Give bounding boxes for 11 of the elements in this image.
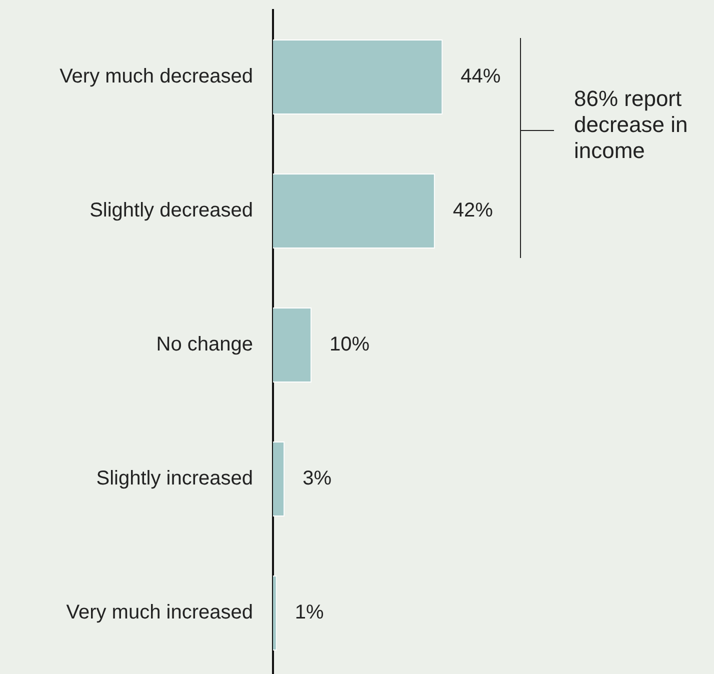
y-tick-label: Slightly increased xyxy=(96,468,253,490)
text: 86% report decrease in income xyxy=(574,86,689,164)
data-label: 3% xyxy=(302,468,332,490)
y-tick-label: No change xyxy=(156,334,253,356)
y-tick-label: Very much decreased xyxy=(60,66,253,88)
y-tick-label: Slightly decreased xyxy=(90,200,253,222)
data-label: 42% xyxy=(452,200,494,222)
y-tick-label: Very much increased xyxy=(66,602,253,624)
data-label: 1% xyxy=(294,602,324,624)
data-label: 10% xyxy=(330,334,370,356)
data-label: 44% xyxy=(460,66,501,88)
